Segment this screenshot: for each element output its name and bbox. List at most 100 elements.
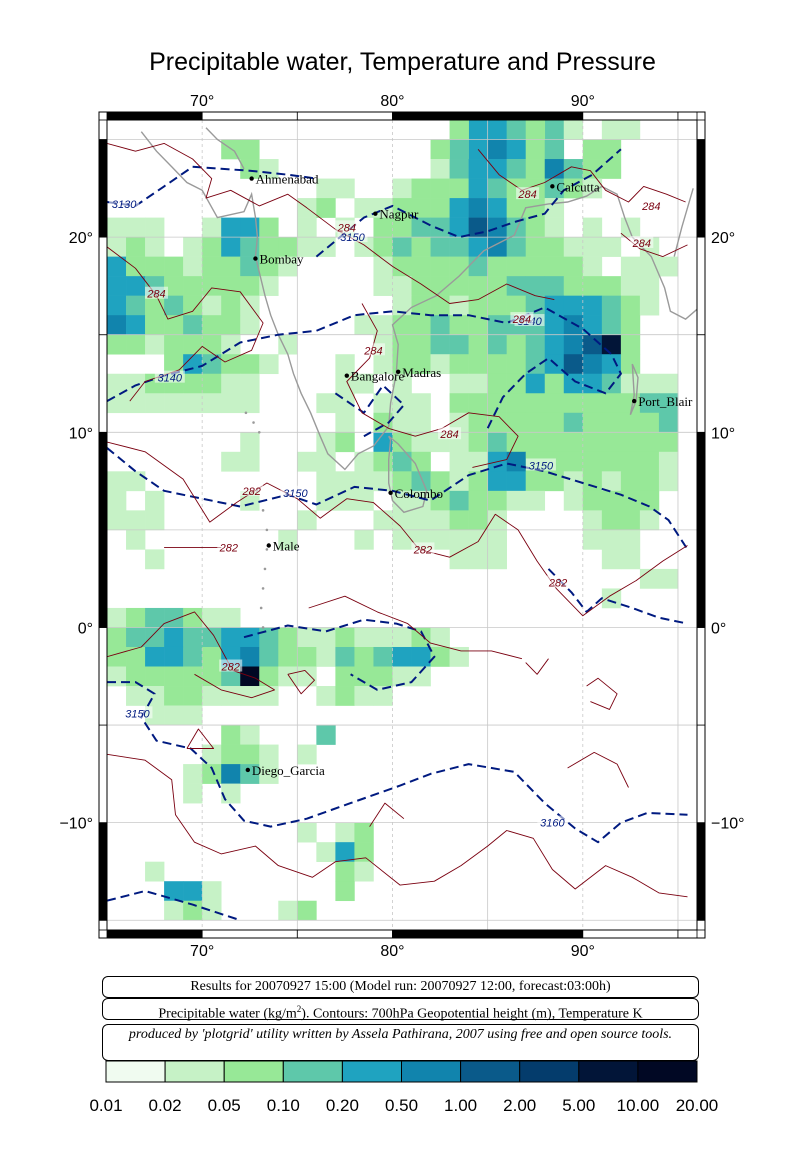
pw-cell <box>126 315 146 335</box>
contour-label-bg <box>639 198 663 211</box>
pw-cell <box>392 217 412 238</box>
pw-cell <box>506 432 527 453</box>
pw-cell <box>335 490 355 511</box>
pw-cell <box>506 295 527 316</box>
frame-segment <box>98 724 108 824</box>
pw-cell <box>240 744 260 765</box>
temperature-contour-label: 284 <box>337 222 356 234</box>
pw-cell <box>392 373 412 394</box>
pw-cell <box>335 178 355 199</box>
pw-cell <box>354 666 374 687</box>
legend-swatch <box>105 1060 166 1083</box>
pw-cell <box>449 217 469 238</box>
frame-segment <box>201 929 298 939</box>
pw-cell <box>639 432 660 453</box>
pw-cell <box>468 159 488 179</box>
pw-cell <box>582 256 603 277</box>
pw-cell <box>145 490 165 511</box>
height-contour-label: 3130 <box>112 199 137 211</box>
pw-cell <box>544 256 565 277</box>
pw-cell <box>563 120 584 140</box>
pw-cell <box>107 510 127 531</box>
pw-cell <box>392 432 412 453</box>
pw-cell <box>544 217 565 238</box>
pw-cell <box>563 354 584 375</box>
pw-cell <box>202 373 222 394</box>
pw-cell <box>411 315 431 335</box>
pw-cell <box>582 315 603 335</box>
pw-cell <box>240 373 260 394</box>
variables-text-sup: 2 <box>296 1004 302 1014</box>
height-contour-label: 3150 <box>125 708 150 720</box>
legend-swatch <box>401 1060 462 1083</box>
pw-cell <box>468 412 488 433</box>
pw-cell <box>297 666 317 687</box>
pw-cell <box>297 237 317 257</box>
pw-cell <box>145 295 165 316</box>
temperature-contour-label: 284 <box>517 189 536 201</box>
pw-cell <box>354 529 374 550</box>
pw-cell <box>335 842 355 862</box>
pw-cell <box>164 607 184 628</box>
legend-swatch <box>282 1060 343 1083</box>
atoll-dot <box>244 411 248 415</box>
pw-cell <box>468 354 488 375</box>
pw-cell <box>126 295 146 316</box>
height-contour <box>243 618 436 691</box>
pw-cell <box>468 334 488 355</box>
pw-cell <box>544 471 565 492</box>
pw-cell <box>392 295 412 316</box>
city-marker-dot <box>373 211 378 216</box>
pw-cell <box>240 256 260 277</box>
pw-cell <box>126 666 146 687</box>
pw-cell <box>373 432 393 453</box>
pw-cell <box>221 217 241 238</box>
pw-cell <box>506 334 527 355</box>
height-contour-label: 3150 <box>529 460 554 472</box>
pw-cell <box>582 510 603 531</box>
pw-cell <box>126 393 146 414</box>
pw-cell <box>487 139 507 160</box>
pw-cell <box>145 334 165 355</box>
pw-cell <box>582 432 603 453</box>
pw-cell <box>145 627 165 648</box>
pw-cell <box>183 607 203 628</box>
pw-cell <box>620 354 641 375</box>
city-label: Bangalore <box>351 369 405 384</box>
lon-tick-label: 70° <box>190 943 214 960</box>
pw-cell <box>221 315 241 335</box>
pw-cell <box>411 354 431 375</box>
pw-cell <box>278 256 298 277</box>
pw-cell <box>164 295 184 316</box>
pw-cell <box>145 666 165 687</box>
pw-cell <box>563 412 584 433</box>
pw-cell <box>525 217 546 238</box>
pw-cell <box>487 198 507 218</box>
pw-cell <box>449 334 469 355</box>
pw-cell <box>107 666 127 687</box>
pw-cell <box>639 276 660 296</box>
results-info-box: Results for 20070927 15:00 (Model run: 2… <box>102 976 699 998</box>
pw-cell <box>354 198 374 218</box>
pw-cell <box>392 646 412 667</box>
pw-cell <box>335 881 355 902</box>
contour-label-bg <box>144 286 168 299</box>
precipitable-water-cells <box>107 120 697 930</box>
pw-cell <box>639 490 660 511</box>
pw-cell <box>620 315 641 335</box>
pw-cell <box>620 334 641 355</box>
pw-cell <box>145 510 165 531</box>
pw-cell <box>392 276 412 296</box>
pw-cell <box>335 822 355 843</box>
pw-cell <box>202 295 222 316</box>
pw-cell <box>563 432 584 453</box>
pw-cell <box>202 646 222 667</box>
pw-cell <box>164 315 184 335</box>
pw-cell <box>582 490 603 511</box>
legend-label: 20.00 <box>676 1096 719 1115</box>
city-label: Bombay <box>259 252 304 267</box>
pw-cell <box>297 217 317 238</box>
pw-cell <box>639 295 660 316</box>
pw-cell <box>430 139 450 160</box>
pw-cell <box>601 588 622 609</box>
